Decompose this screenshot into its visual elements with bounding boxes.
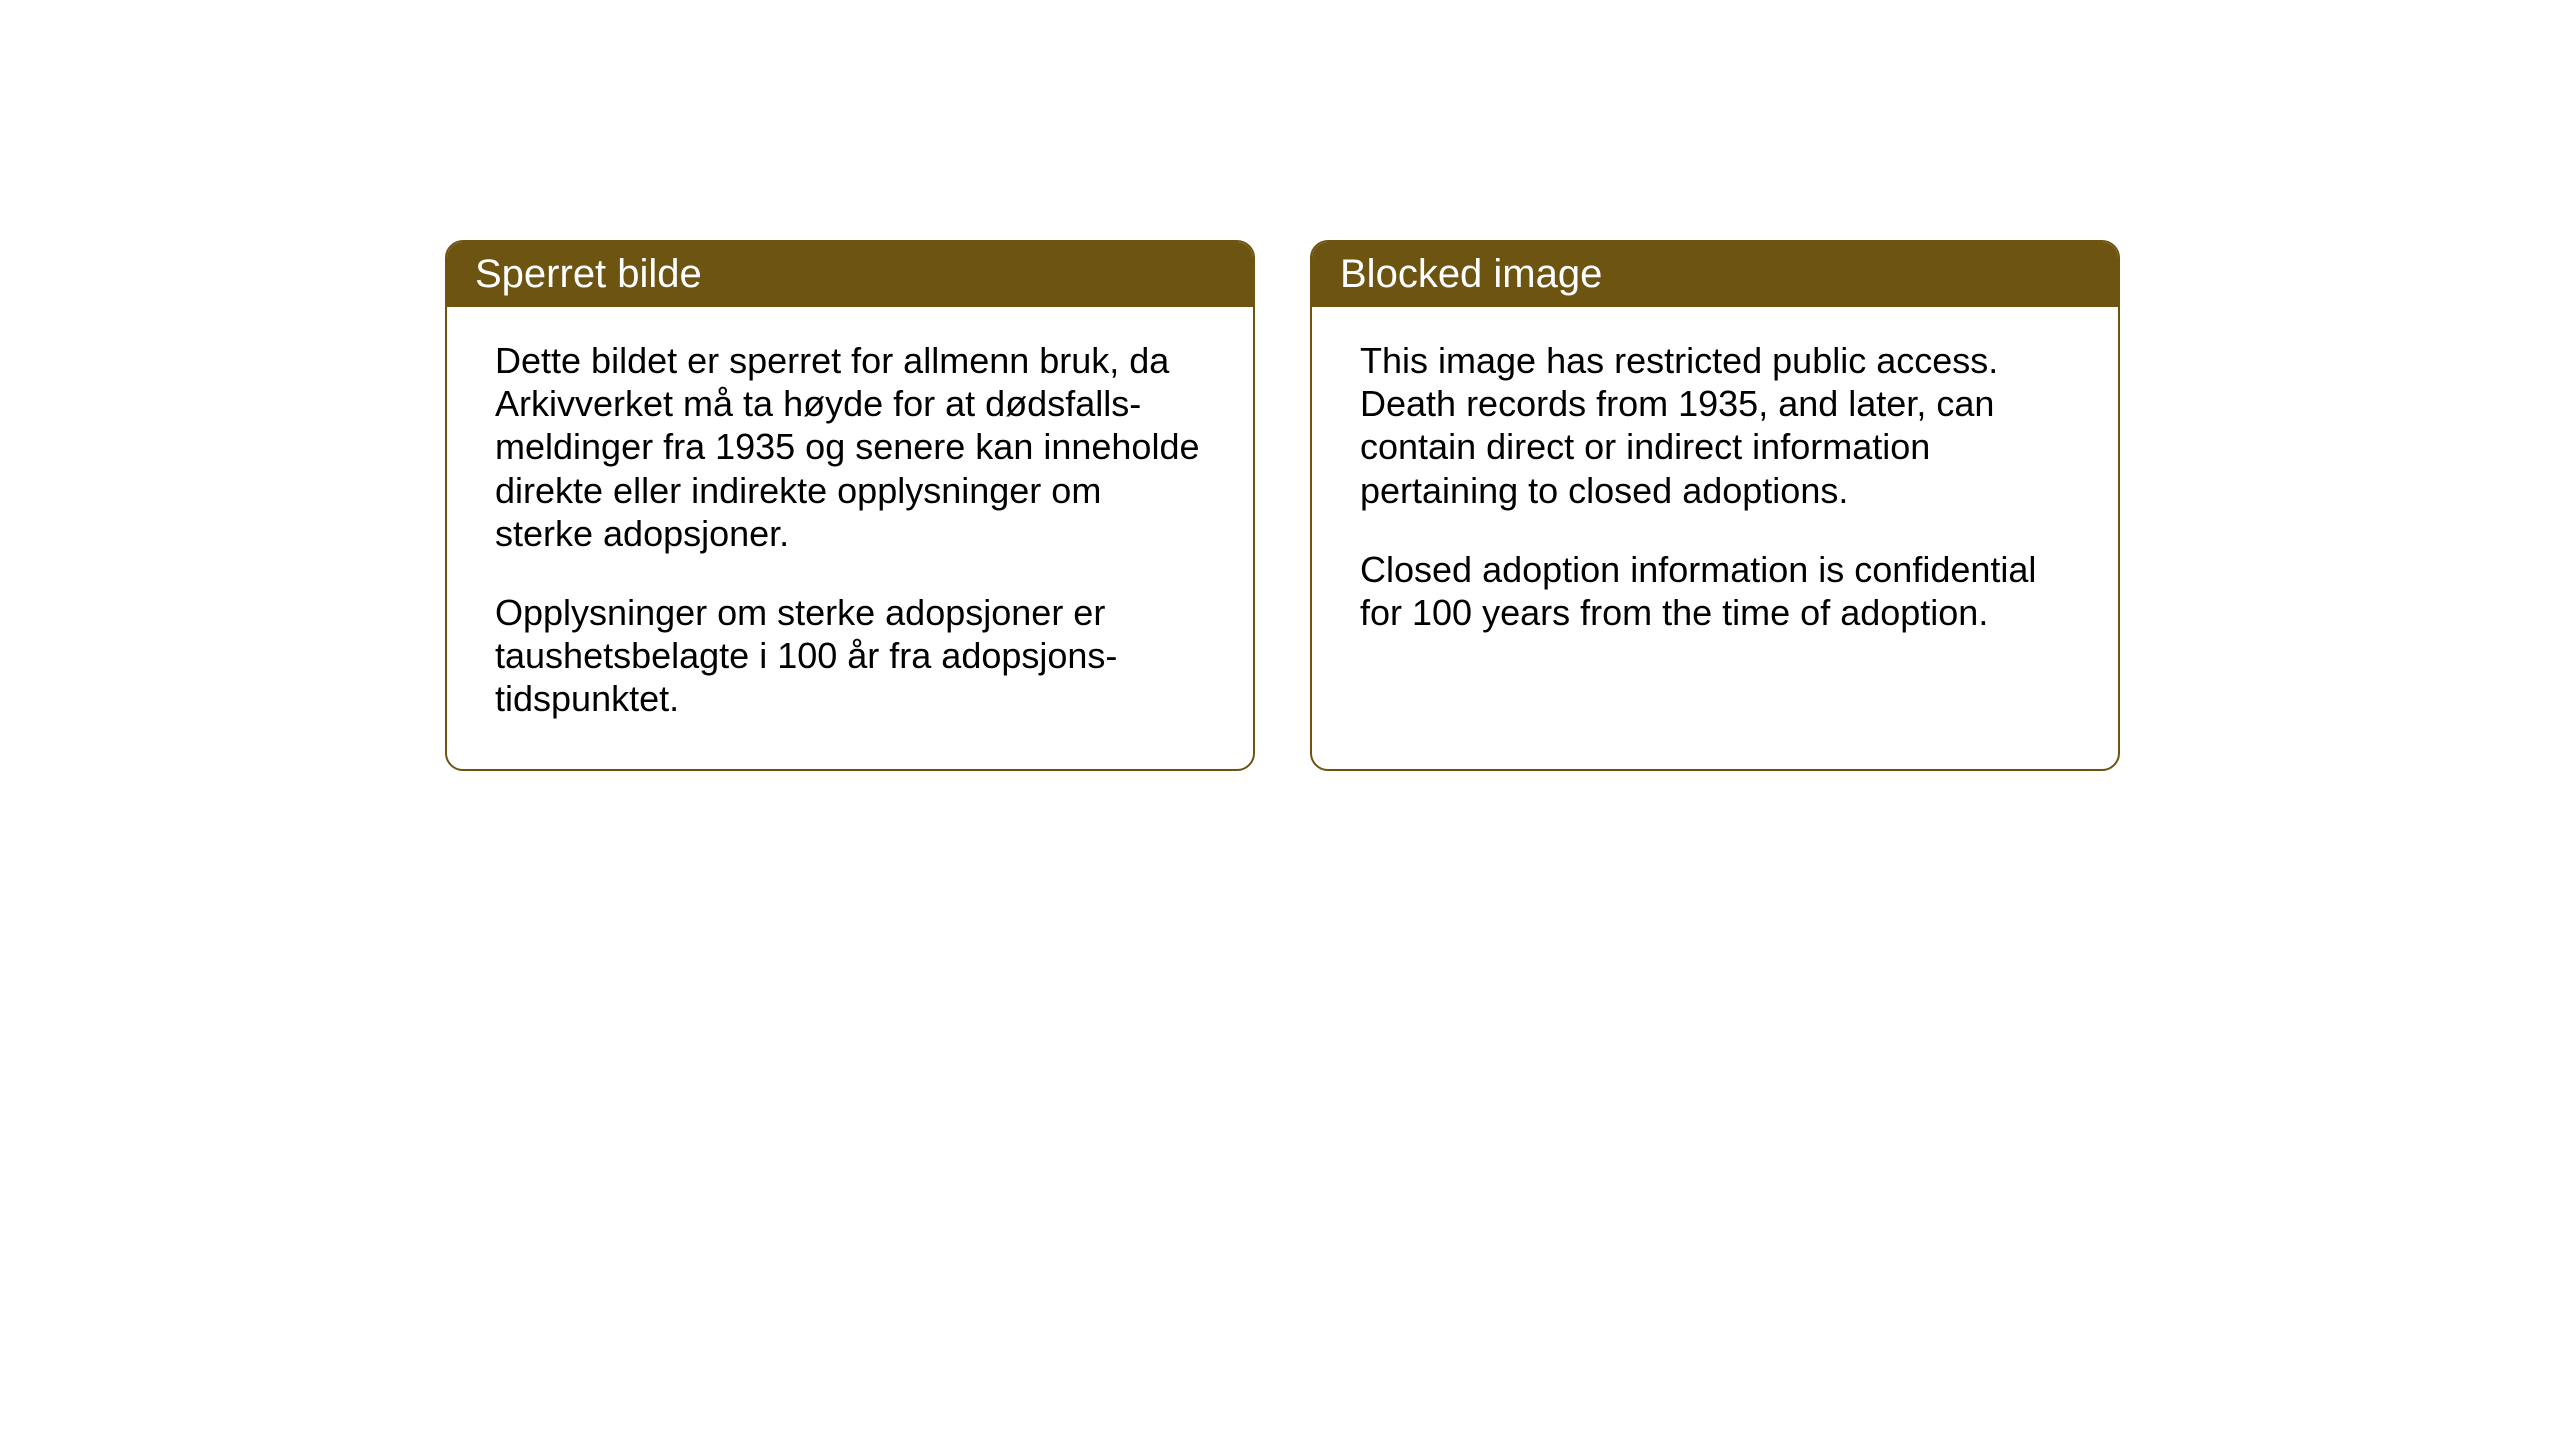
english-card-body: This image has restricted public access.…	[1312, 307, 2118, 682]
english-card-header: Blocked image	[1312, 242, 2118, 307]
notice-cards-container: Sperret bilde Dette bildet er sperret fo…	[445, 240, 2120, 771]
english-card-title: Blocked image	[1340, 252, 1602, 296]
english-paragraph-2: Closed adoption information is confident…	[1360, 548, 2070, 634]
norwegian-notice-card: Sperret bilde Dette bildet er sperret fo…	[445, 240, 1255, 771]
norwegian-paragraph-2: Opplysninger om sterke adopsjoner er tau…	[495, 591, 1205, 721]
norwegian-card-body: Dette bildet er sperret for allmenn bruk…	[447, 307, 1253, 769]
norwegian-paragraph-1: Dette bildet er sperret for allmenn bruk…	[495, 339, 1205, 555]
english-notice-card: Blocked image This image has restricted …	[1310, 240, 2120, 771]
norwegian-card-header: Sperret bilde	[447, 242, 1253, 307]
english-paragraph-1: This image has restricted public access.…	[1360, 339, 2070, 512]
norwegian-card-title: Sperret bilde	[475, 252, 702, 296]
